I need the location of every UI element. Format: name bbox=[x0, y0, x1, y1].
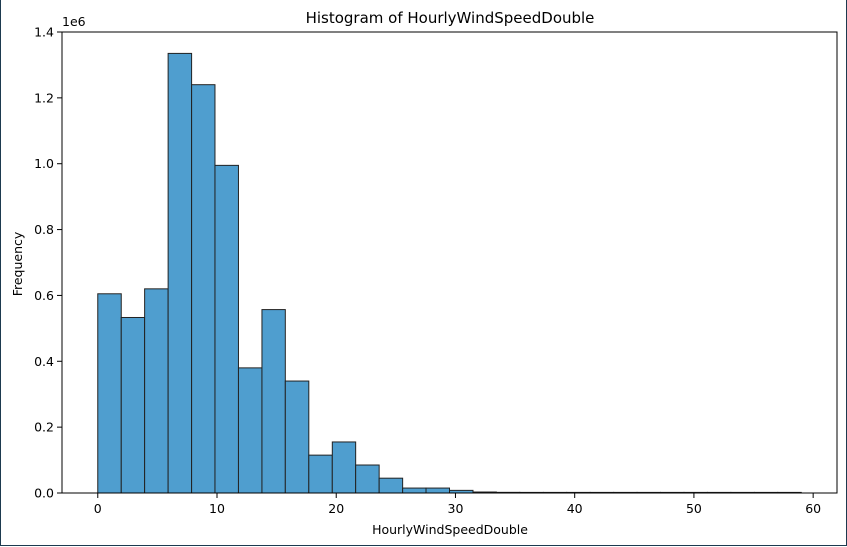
histogram-bar-11 bbox=[355, 464, 380, 494]
histogram-bar-6 bbox=[237, 367, 263, 494]
histogram-bar-7 bbox=[261, 309, 286, 494]
y-tick-label: 1.0 bbox=[34, 156, 54, 171]
x-tick-label: 20 bbox=[328, 501, 344, 516]
histogram-bar-13 bbox=[402, 487, 427, 494]
x-tick-label: 10 bbox=[209, 501, 225, 516]
y-tick-label: 0.2 bbox=[34, 420, 54, 435]
chart-title: Histogram of HourlyWindSpeedDouble bbox=[306, 9, 595, 27]
x-tick-label: 0 bbox=[94, 501, 102, 516]
histogram-bar-14 bbox=[425, 487, 450, 494]
histogram-bar-8 bbox=[284, 380, 310, 494]
x-tick-label: 30 bbox=[448, 501, 464, 516]
axes-frame bbox=[61, 31, 838, 494]
y-axis-offset-label: 1e6 bbox=[62, 14, 86, 29]
x-tick-label: 50 bbox=[686, 501, 702, 516]
x-tick-label: 60 bbox=[805, 501, 821, 516]
y-axis-ticks: 0.0 0.2 0.4 0.6 0.8 1.0 1.2 1.4 bbox=[34, 25, 62, 501]
x-axis-ticks: 0 10 20 30 40 50 60 bbox=[94, 493, 821, 516]
y-tick-label: 0.4 bbox=[34, 354, 54, 369]
x-tick-label: 40 bbox=[567, 501, 583, 516]
histogram-bar-4 bbox=[191, 84, 216, 494]
histogram-bar-12 bbox=[378, 477, 404, 494]
y-tick-label: 0.8 bbox=[34, 222, 54, 237]
y-tick-label: 0.6 bbox=[34, 288, 54, 303]
histogram-bar-10 bbox=[331, 441, 357, 494]
histogram-bar-1 bbox=[120, 316, 146, 494]
histogram-bar-2 bbox=[144, 288, 169, 494]
x-axis-label: HourlyWindSpeedDouble bbox=[372, 522, 528, 537]
histogram-bar-3 bbox=[167, 52, 193, 494]
y-tick-label: 1.4 bbox=[34, 25, 54, 40]
y-tick-label: 0.0 bbox=[34, 486, 54, 501]
y-axis-label: Frequency bbox=[10, 231, 25, 296]
histogram-bars bbox=[97, 52, 802, 494]
y-tick-label: 1.2 bbox=[34, 90, 54, 105]
histogram-bar-9 bbox=[308, 454, 333, 494]
histogram-bar-0 bbox=[97, 293, 122, 494]
histogram-bar-5 bbox=[214, 164, 239, 494]
